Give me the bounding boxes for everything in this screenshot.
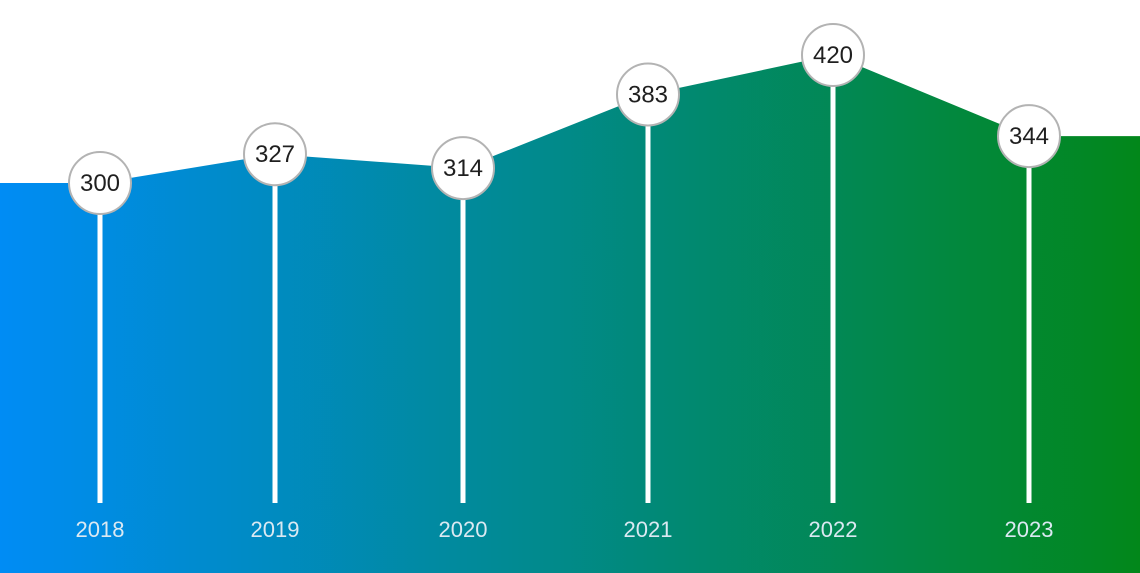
marker-group: 300 327 314 383 420 344 [68,23,1061,215]
x-tick-label-2022: 2022 [809,517,858,542]
value-label-2018: 300 [80,170,120,197]
x-tick-label-2023: 2023 [1005,517,1054,542]
value-label-2022: 420 [813,42,853,69]
year-label-group: 2018 2019 2020 2021 2022 2023 [76,517,1054,542]
x-tick-label-2021: 2021 [624,517,673,542]
data-point-2020 [431,136,495,201]
data-point-2018 [68,151,132,215]
data-point-2022 [801,23,865,87]
x-tick-label-2018: 2018 [76,517,125,542]
value-label-2020: 314 [443,155,483,182]
data-point-2021 [616,62,680,127]
stem-group [97,55,1032,503]
data-point-2023 [997,104,1061,169]
value-label-2023: 344 [1009,123,1049,150]
value-label-2019: 327 [255,141,295,168]
data-point-2019 [243,122,307,187]
x-tick-label-2020: 2020 [439,517,488,542]
x-tick-label-2019: 2019 [251,517,300,542]
value-label-2021: 383 [628,81,668,108]
area-fill [0,55,1140,573]
